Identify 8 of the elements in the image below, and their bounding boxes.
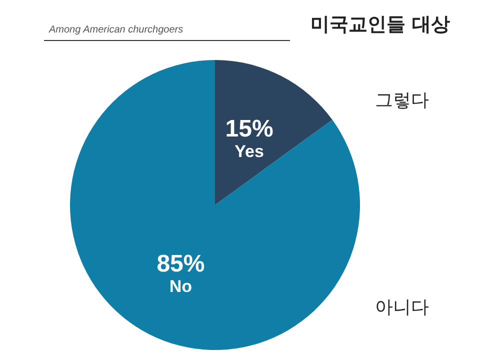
text: 아니다 <box>375 296 429 318</box>
text: 그렇다 <box>375 90 429 112</box>
data-label: 85% <box>156 250 205 278</box>
slice-label: Yes <box>234 142 264 162</box>
chart-subtitle: Among American churchgoers <box>48 24 184 36</box>
chart-title: 미국교인들 대상 <box>310 14 450 36</box>
slice-label: No <box>169 276 192 296</box>
data-label: 15% <box>225 116 274 143</box>
